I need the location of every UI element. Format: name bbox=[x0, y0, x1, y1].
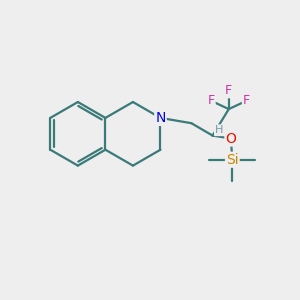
Text: N: N bbox=[155, 111, 166, 125]
Text: H: H bbox=[215, 125, 223, 135]
Text: F: F bbox=[243, 94, 250, 107]
Text: F: F bbox=[225, 84, 233, 97]
Text: O: O bbox=[225, 131, 236, 146]
Text: Si: Si bbox=[226, 153, 239, 167]
Text: F: F bbox=[208, 94, 215, 107]
